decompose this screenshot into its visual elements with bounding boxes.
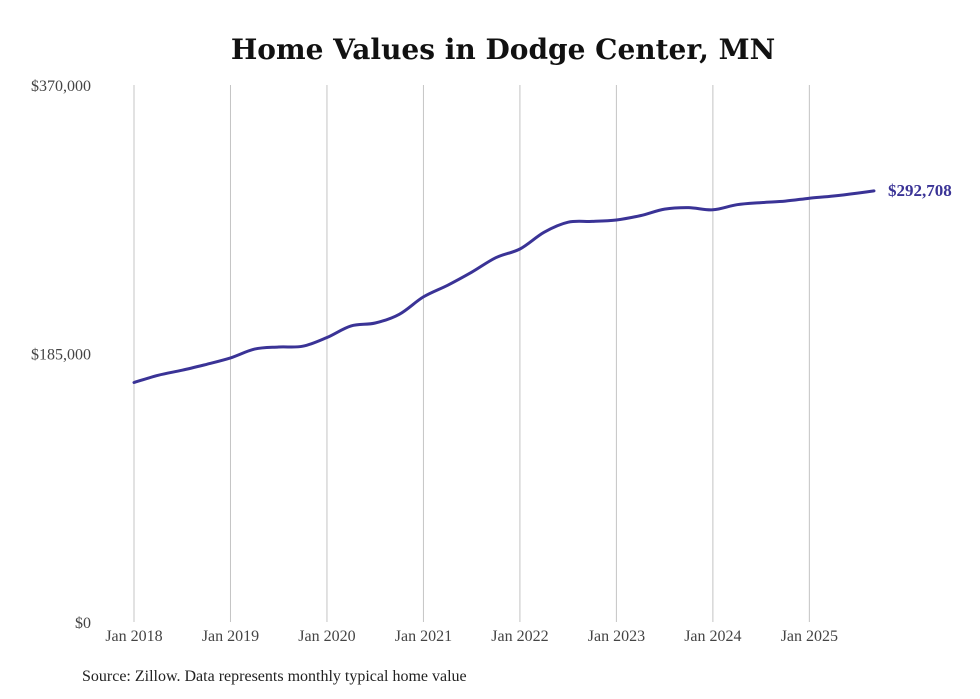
data-point xyxy=(542,230,547,235)
data-point xyxy=(686,205,691,210)
x-tick-label: Jan 2024 xyxy=(684,628,741,645)
vertical-gridlines xyxy=(133,85,810,622)
data-point xyxy=(831,194,836,199)
y-tick-label: $370,000 xyxy=(31,78,91,95)
data-point xyxy=(872,188,877,193)
data-point xyxy=(276,345,281,350)
data-point xyxy=(855,191,860,196)
data-point xyxy=(469,270,474,275)
data-point xyxy=(783,199,788,204)
data-point xyxy=(807,196,812,201)
data-point xyxy=(590,219,595,224)
data-point xyxy=(325,335,330,340)
y-tick-label: $185,000 xyxy=(31,347,91,364)
data-point xyxy=(566,220,571,225)
data-point xyxy=(662,207,667,212)
x-tick-label: Jan 2023 xyxy=(588,628,645,645)
x-tick-label: Jan 2019 xyxy=(202,628,259,645)
source-note: Source: Zillow. Data represents monthly … xyxy=(82,668,467,685)
data-point xyxy=(349,323,354,328)
end-value-label: $292,708 xyxy=(888,181,952,200)
data-point xyxy=(759,200,764,205)
data-point xyxy=(614,218,619,223)
chart-title: Home Values in Dodge Center, MN xyxy=(231,33,775,66)
data-point xyxy=(710,207,715,212)
x-tick-label: Jan 2018 xyxy=(105,628,162,645)
series-line-0 xyxy=(132,189,876,384)
data-point xyxy=(445,283,450,288)
data-point xyxy=(421,294,426,299)
data-point xyxy=(204,362,209,367)
data-point xyxy=(228,355,233,360)
data-point xyxy=(156,373,161,378)
x-axis-ticks: Jan 2018 Jan 2019 Jan 2020 Jan 2021 Jan 2022… xyxy=(105,628,838,645)
data-point xyxy=(180,368,185,373)
x-tick-label: Jan 2025 xyxy=(781,628,838,645)
data-point xyxy=(735,202,740,207)
x-tick-label: Jan 2022 xyxy=(491,628,548,645)
data-point xyxy=(493,255,498,260)
data-point xyxy=(397,312,402,317)
data-point xyxy=(373,321,378,326)
data-point xyxy=(252,347,257,352)
series-layer xyxy=(132,188,877,385)
x-tick-label: Jan 2021 xyxy=(395,628,452,645)
y-tick-label: $0 xyxy=(75,615,91,632)
data-point xyxy=(638,213,643,218)
x-tick-label: Jan 2020 xyxy=(298,628,355,645)
data-point xyxy=(300,344,305,349)
data-point xyxy=(517,247,522,252)
data-point xyxy=(132,380,137,385)
y-axis-ticks: $0 $185,000 $370,000 xyxy=(31,78,91,632)
